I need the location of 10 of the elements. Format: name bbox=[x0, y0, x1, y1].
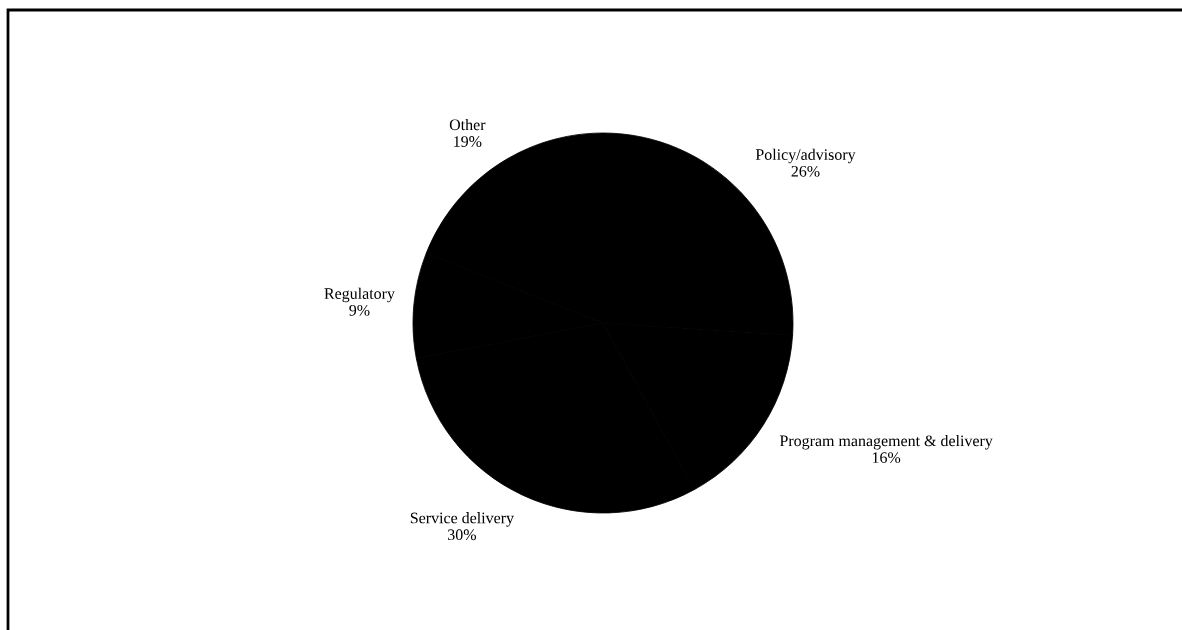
data-label: 9% bbox=[349, 304, 370, 316]
data-label: 26% bbox=[791, 165, 820, 177]
slice-label: Program management & delivery bbox=[779, 434, 993, 450]
slice-label: Regulatory bbox=[324, 287, 395, 303]
data-label: 30% bbox=[448, 529, 476, 541]
data-label: 16% bbox=[872, 452, 901, 464]
data-label: 19% bbox=[454, 136, 482, 147]
slice-label: Other bbox=[449, 118, 486, 131]
slice-label: Policy/advisory bbox=[755, 148, 856, 164]
slice-label: Service delivery bbox=[410, 512, 514, 527]
